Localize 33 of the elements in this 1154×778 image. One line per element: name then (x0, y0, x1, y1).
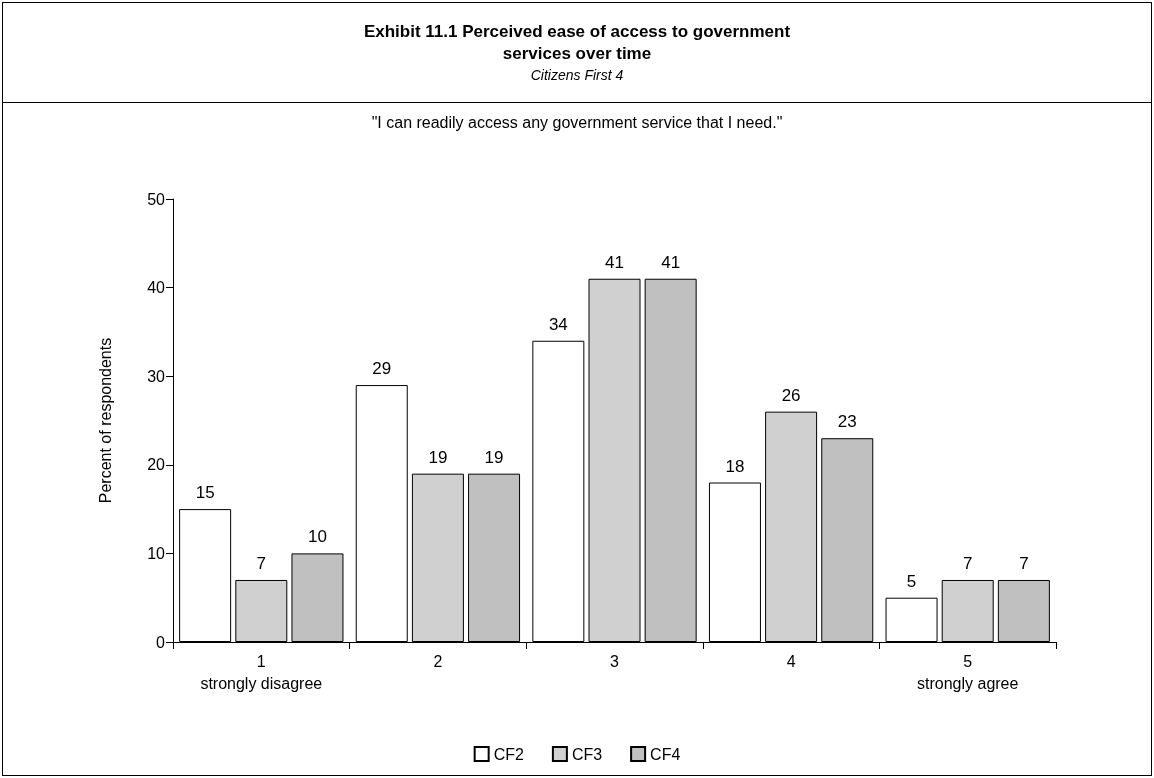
data-label: 7 (256, 553, 267, 573)
data-label: 5 (906, 571, 917, 591)
chart-title: Exhibit 11.1 Perceived ease of access to government services over time (362, 21, 792, 65)
x-tick-label: 1 strongly disagree (200, 652, 323, 692)
y-tick-label: 50 (147, 190, 166, 208)
y-tick-label: 40 (147, 279, 166, 297)
legend-label: CF2 (493, 745, 524, 763)
data-label: 34 (548, 314, 568, 334)
data-label: 19 (484, 447, 504, 467)
legend-label: CF3 (571, 745, 603, 763)
x-tick-label: 3 (610, 652, 620, 670)
x-tick-label: 2 (433, 652, 443, 670)
y-tick-label: 10 (147, 544, 166, 562)
data-label: 29 (372, 359, 392, 379)
y-tick-label: 30 (147, 367, 166, 385)
y-axis-title: Percent of respondents (96, 337, 114, 504)
y-tick-label: 0 (156, 633, 166, 651)
chart-subtitle: Citizens First 4 (529, 67, 625, 83)
x-tick-label: 4 (786, 652, 796, 670)
data-label: 41 (605, 252, 624, 272)
data-label: 10 (308, 527, 327, 547)
y-tick-label: 20 (147, 456, 166, 474)
text: "I can readily access any government service that I need." (371, 113, 783, 131)
legend-label: CF4 (650, 745, 681, 763)
x-tick-label: 5 strongly agree (917, 652, 1019, 692)
data-label: 41 (661, 252, 681, 272)
data-label: 26 (781, 385, 801, 405)
data-label: 18 (725, 456, 745, 476)
data-label: 15 (195, 483, 215, 503)
data-label: 7 (962, 553, 973, 573)
data-label: 7 (1019, 553, 1029, 573)
data-label: 23 (837, 412, 857, 432)
data-label: 19 (428, 447, 448, 467)
